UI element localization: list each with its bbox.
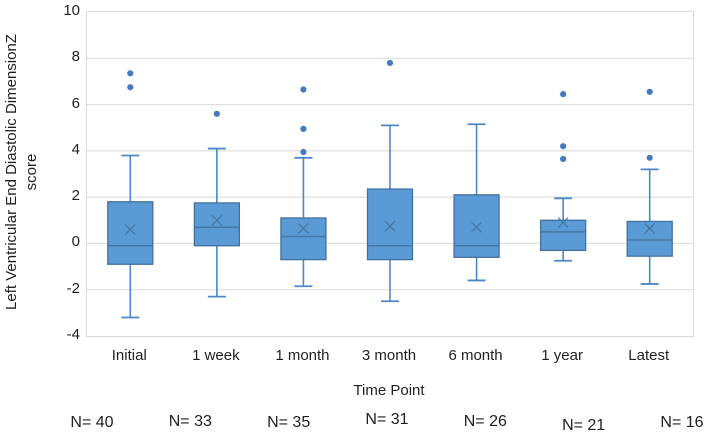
outlier-point [646,88,653,95]
outlier-point [127,84,134,91]
y-tick-label: 8 [71,48,80,66]
x-tick-label: 3 month [361,347,417,364]
mean-marker [644,222,656,234]
y-tick-label: 4 [71,140,80,158]
mean-marker [384,220,396,232]
outlier-point [300,125,307,132]
box [539,219,587,252]
boxplot-canvas [87,57,693,319]
sample-size-label: N= 26 [463,413,507,430]
outlier-point [127,70,134,77]
sample-size-label: N= 40 [70,414,114,431]
sample-size-label: N= 31 [365,411,409,428]
sample-size-label: N= 16 [660,414,704,431]
outlier-point [646,154,653,161]
outlier-point [300,86,307,93]
x-tick-label: 1 week [192,347,240,364]
outlier-point [213,110,220,117]
mean-marker [557,217,569,229]
outlier-point [300,148,307,156]
x-axis-title: Time Point [353,382,425,399]
mean-marker [471,221,483,233]
mean-marker [211,214,223,226]
y-tick-label: -2 [66,279,80,297]
x-tick-label: 6 month [448,347,503,364]
sample-size-label: N= 35 [267,414,311,431]
box [107,201,154,265]
x-tick-label: 1 year [541,347,583,364]
y-tick-label: 0 [71,233,80,251]
outlier-point [560,91,567,98]
outlier-point [386,59,394,67]
mean-marker [297,222,309,234]
sample-size-label: N= 33 [168,413,212,430]
x-tick-label: Initial [111,347,147,364]
x-tick-label: Latest [628,347,670,364]
x-tick-label: 1 month [275,347,330,364]
box [193,202,241,247]
y-axis-title-line1: Left Ventricular End Diastolic Dimension… [3,34,20,310]
mean-marker [124,224,136,236]
y-tick-label: 10 [63,2,80,19]
outlier-point [560,155,567,163]
outlier-point [560,143,567,150]
box [453,194,500,258]
box [280,217,327,261]
box [626,220,673,257]
y-tick-label: 2 [71,187,80,205]
box [366,188,414,261]
sample-size-label: N= 21 [562,417,606,434]
y-tick-label: -4 [66,326,80,343]
y-tick-label: 6 [71,94,80,112]
plot-area [86,11,694,337]
